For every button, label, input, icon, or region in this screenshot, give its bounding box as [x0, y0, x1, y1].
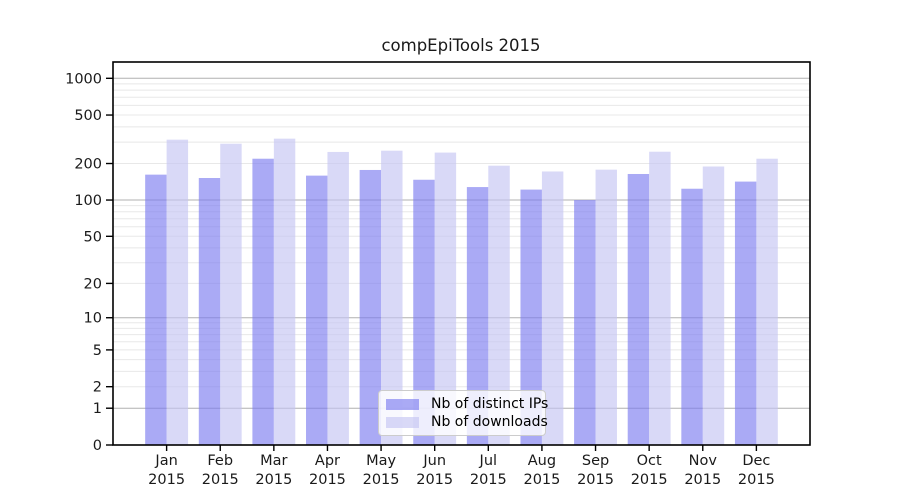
bars-layer — [145, 138, 778, 446]
y-tick-label-200: 200 — [74, 157, 102, 173]
y-tick-label-5: 5 — [93, 343, 102, 359]
y-tick-label-1: 1 — [93, 401, 102, 417]
x-tick-label-month-jul: Jul — [479, 453, 498, 469]
bar-mar-distinct-ips — [252, 158, 274, 445]
x-tick-label-month-jan: Jan — [154, 453, 177, 469]
bar-aug-distinct-ips — [520, 189, 542, 445]
bar-may-distinct-ips — [359, 169, 382, 445]
x-tick-label-month-nov: Nov — [689, 453, 718, 469]
y-tick-label-0: 0 — [93, 438, 102, 454]
bar-feb-downloads — [220, 143, 242, 445]
bar-jul-distinct-ips — [466, 187, 489, 445]
bar-jul-downloads — [488, 165, 510, 445]
chart-title: compEpiTools 2015 — [381, 36, 540, 55]
x-tick-label-month-feb: Feb — [207, 453, 233, 469]
bar-jan-downloads — [166, 139, 189, 445]
y-tick-label-10: 10 — [84, 311, 102, 327]
x-tick-label-year-mar: 2015 — [255, 472, 292, 488]
y-tick-label-2: 2 — [93, 380, 102, 396]
legend-swatch-distinct-ips — [386, 398, 419, 410]
bar-sep-downloads — [595, 169, 617, 445]
bar-apr-downloads — [327, 151, 349, 445]
x-tick-label-year-jul: 2015 — [470, 472, 507, 488]
x-tick-label-year-apr: 2015 — [309, 472, 346, 488]
bar-oct-downloads — [649, 151, 671, 445]
legend-swatch-downloads — [386, 416, 419, 428]
plot-frame — [112, 61, 811, 446]
bar-apr-distinct-ips — [306, 175, 328, 445]
legend-label-distinct-ips: Nb of distinct IPs — [431, 396, 549, 412]
y-tick-label-1000: 1000 — [65, 71, 102, 87]
bar-jun-downloads — [434, 152, 457, 445]
bar-oct-distinct-ips — [627, 173, 650, 446]
x-tick-label-year-oct: 2015 — [631, 472, 668, 488]
x-tick-label-month-jun: Jun — [422, 453, 446, 469]
x-tick-label-month-may: May — [366, 453, 396, 469]
bar-dec-downloads — [756, 158, 778, 445]
x-tick-label-year-may: 2015 — [363, 472, 400, 488]
y-tick-label-20: 20 — [84, 276, 102, 292]
bar-mar-downloads — [273, 138, 296, 445]
bar-nov-distinct-ips — [681, 188, 703, 446]
bar-dec-distinct-ips — [734, 181, 757, 445]
legend-label-downloads: Nb of downloads — [431, 414, 548, 430]
legend: Nb of distinct IPs Nb of downloads — [378, 390, 548, 436]
bar-sep-distinct-ips — [574, 200, 596, 445]
bar-jan-distinct-ips — [145, 174, 167, 446]
bar-feb-distinct-ips — [198, 178, 221, 446]
bar-may-downloads — [381, 150, 403, 445]
bar-jun-distinct-ips — [413, 179, 435, 445]
legend-row-distinct-ips: Nb of distinct IPs — [386, 396, 548, 412]
x-tick-label-month-aug: Aug — [528, 453, 556, 469]
x-tick-label-year-aug: 2015 — [523, 472, 560, 488]
x-tick-label-year-nov: 2015 — [684, 472, 721, 488]
axes-layer: 0 1 2 5 10 20 50 100 200 500 1000 Jan 2015 Feb 2015 Mar… — [65, 61, 811, 488]
y-tick-label-500: 500 — [74, 108, 102, 124]
y-tick-label-50: 50 — [84, 229, 102, 245]
x-tick-label-month-sep: Sep — [582, 453, 609, 469]
legend-row-downloads: Nb of downloads — [386, 414, 548, 430]
x-tick-label-year-jan: 2015 — [148, 472, 185, 488]
x-tick-label-month-mar: Mar — [260, 453, 287, 469]
x-tick-label-year-dec: 2015 — [738, 472, 775, 488]
y-tick-label-100: 100 — [74, 193, 102, 209]
bar-nov-downloads — [702, 166, 725, 446]
x-tick-label-month-oct: Oct — [637, 453, 662, 469]
x-tick-label-month-dec: Dec — [742, 453, 770, 469]
bar-aug-downloads — [541, 171, 564, 445]
x-tick-label-month-apr: Apr — [315, 453, 340, 469]
x-tick-label-year-jun: 2015 — [416, 472, 453, 488]
x-tick-label-year-sep: 2015 — [577, 472, 614, 488]
x-tick-label-year-feb: 2015 — [202, 472, 239, 488]
